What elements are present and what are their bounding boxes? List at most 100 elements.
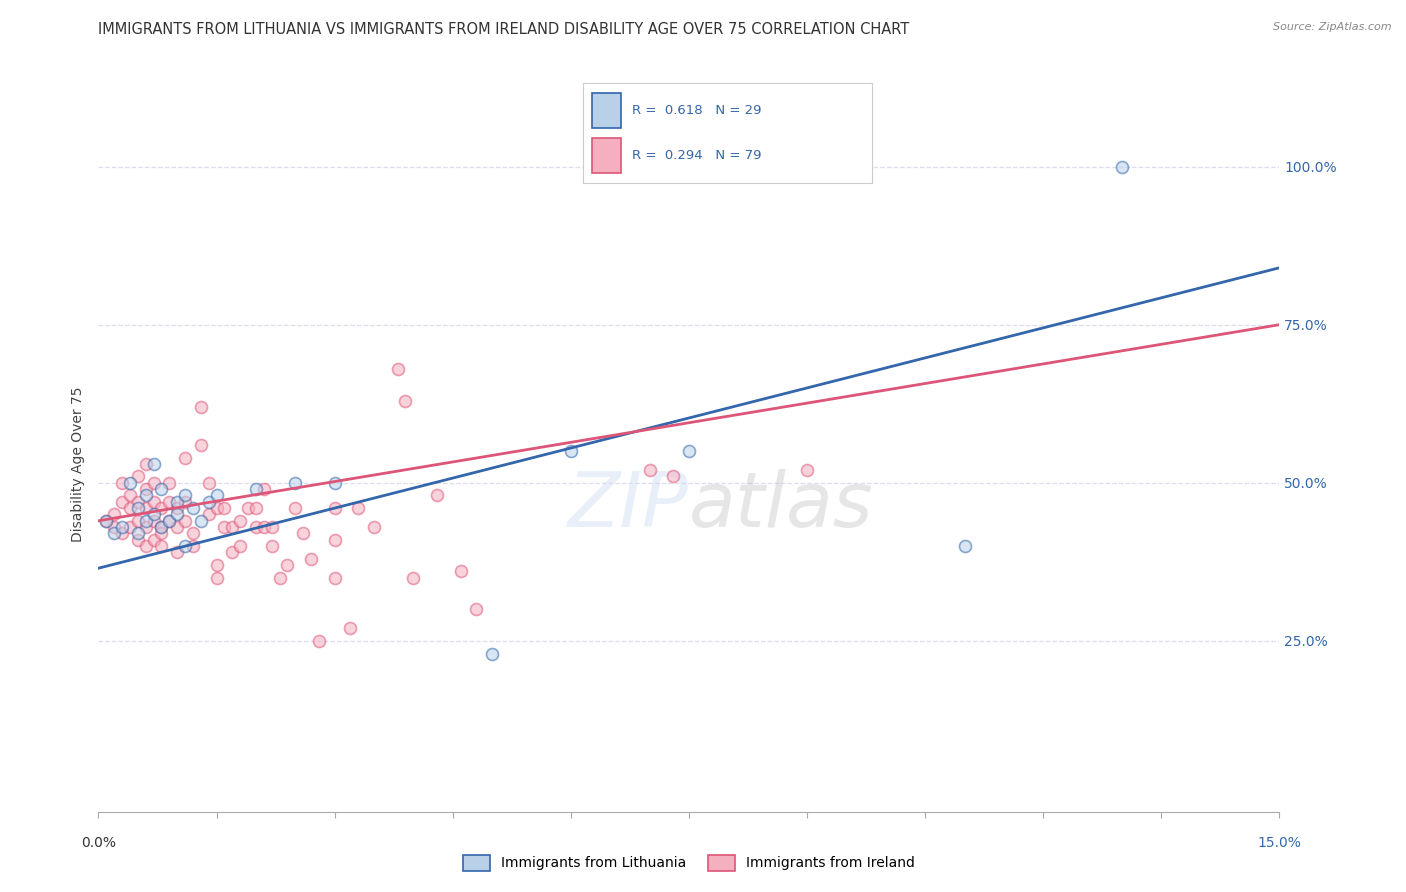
Legend: Immigrants from Lithuania, Immigrants from Ireland: Immigrants from Lithuania, Immigrants fr… <box>457 849 921 876</box>
Point <box>402 571 425 585</box>
Point <box>387 362 409 376</box>
Point <box>662 469 685 483</box>
Text: 0.0%: 0.0% <box>82 836 115 850</box>
Point <box>157 514 180 528</box>
Point <box>339 621 361 635</box>
Point <box>323 501 346 516</box>
Point <box>323 533 346 547</box>
Point <box>96 514 118 528</box>
Point <box>323 571 346 585</box>
Point <box>190 438 212 452</box>
Text: ZIP: ZIP <box>568 468 689 542</box>
Point <box>135 520 157 534</box>
Point <box>135 501 157 516</box>
Point <box>214 520 236 534</box>
Point <box>111 526 134 541</box>
Text: IMMIGRANTS FROM LITHUANIA VS IMMIGRANTS FROM IRELAND DISABILITY AGE OVER 75 CORR: IMMIGRANTS FROM LITHUANIA VS IMMIGRANTS … <box>98 22 910 37</box>
Point <box>142 514 165 528</box>
Point <box>118 488 141 502</box>
Point <box>174 514 197 528</box>
Y-axis label: Disability Age Over 75: Disability Age Over 75 <box>70 386 84 541</box>
Point <box>269 571 291 585</box>
Point <box>190 514 212 528</box>
Text: R =  0.294   N = 79: R = 0.294 N = 79 <box>633 149 762 161</box>
Point <box>450 565 472 579</box>
Point <box>135 488 157 502</box>
Point <box>142 495 165 509</box>
Text: atlas: atlas <box>689 468 873 542</box>
Point <box>142 533 165 547</box>
Point <box>323 475 346 490</box>
Point <box>426 488 449 502</box>
Point <box>363 520 385 534</box>
Point <box>205 488 228 502</box>
Point <box>181 501 204 516</box>
Point <box>103 508 125 522</box>
Point <box>678 444 700 458</box>
Point <box>221 520 243 534</box>
Point <box>157 514 180 528</box>
Point <box>174 539 197 553</box>
Point <box>118 501 141 516</box>
Point <box>638 463 661 477</box>
Point <box>111 495 134 509</box>
Point <box>292 526 315 541</box>
Point <box>245 482 267 496</box>
Point <box>127 501 149 516</box>
Point <box>142 457 165 471</box>
Point <box>229 514 252 528</box>
Point <box>205 501 228 516</box>
Point <box>150 526 173 541</box>
Point <box>166 520 188 534</box>
Point <box>150 501 173 516</box>
Point <box>284 475 307 490</box>
Point <box>142 508 165 522</box>
Text: R =  0.618   N = 29: R = 0.618 N = 29 <box>633 104 762 117</box>
Point <box>150 520 173 534</box>
Point <box>347 501 370 516</box>
Point <box>127 533 149 547</box>
Point <box>205 558 228 572</box>
Point <box>253 520 276 534</box>
Point <box>135 539 157 553</box>
Point <box>166 495 188 509</box>
Text: 15.0%: 15.0% <box>1257 836 1302 850</box>
Point <box>245 520 267 534</box>
Point <box>150 520 173 534</box>
FancyBboxPatch shape <box>592 93 621 128</box>
Point <box>181 526 204 541</box>
Point <box>174 495 197 509</box>
Point <box>127 526 149 541</box>
Point <box>308 634 330 648</box>
Point <box>197 495 219 509</box>
Point <box>166 545 188 559</box>
Point <box>953 539 976 553</box>
Point <box>205 571 228 585</box>
Point <box>276 558 298 572</box>
Point <box>174 488 197 502</box>
Point <box>245 501 267 516</box>
Point <box>299 551 322 566</box>
Point <box>135 514 157 528</box>
Point <box>1111 160 1133 174</box>
Point <box>118 520 141 534</box>
Point <box>253 482 276 496</box>
Point <box>229 539 252 553</box>
Point <box>157 495 180 509</box>
Point <box>103 520 125 534</box>
Point <box>157 475 180 490</box>
Point <box>166 501 188 516</box>
FancyBboxPatch shape <box>592 138 621 173</box>
Point <box>150 539 173 553</box>
Point <box>197 475 219 490</box>
Point <box>260 539 283 553</box>
Point <box>214 501 236 516</box>
Point <box>150 482 173 496</box>
Point <box>394 393 416 408</box>
Point <box>481 647 503 661</box>
Point <box>174 450 197 465</box>
Point <box>796 160 818 174</box>
Point <box>127 469 149 483</box>
Point <box>260 520 283 534</box>
Point <box>142 475 165 490</box>
